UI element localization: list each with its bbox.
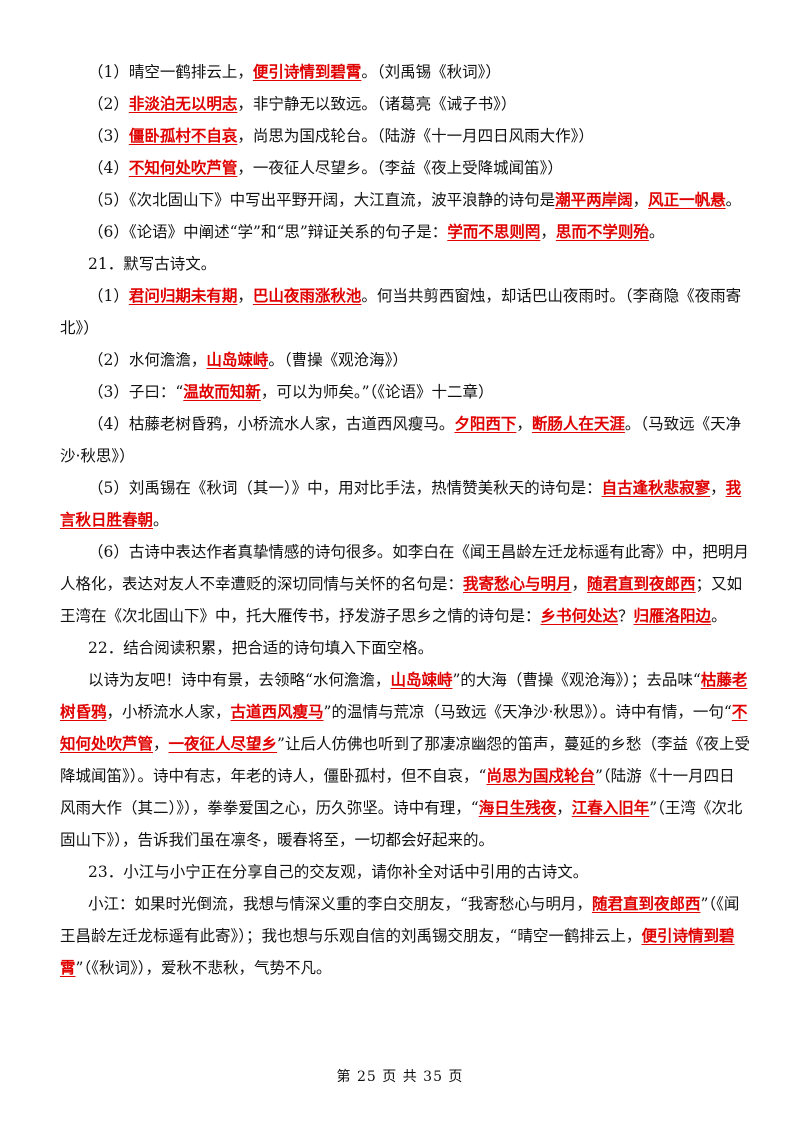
answer-text: 潮平两岸阔: [555, 191, 633, 209]
body-text: ，: [237, 287, 253, 305]
body-text: 22．结合阅读积累，把合适的诗句填入下面空格。: [88, 639, 434, 657]
body-text: ”（陆游《十一月四日风雨大作（其二）》），拳拳爱国之心，历久弥坚。诗中有理，“: [60, 767, 735, 817]
body-text: ”让后人仿佛也听到了那凄凉幽怨的笛声，蔓延的乡愁（李益《夜上受降城闻笛》）。诗中…: [60, 735, 750, 785]
item-21-5: （5）刘禹锡在《秋词（其一）》中，用对比手法，热情赞美秋天的诗句是：自古逢秋悲寂…: [60, 472, 750, 536]
answer-text: 尚思为国戍轮台: [486, 767, 595, 785]
body-text: ，: [556, 799, 572, 817]
answer-text: 江春入旧年: [571, 799, 650, 817]
body-text: ，尚思为国戍轮台。（陆游《十一月四日风雨大作》）: [237, 127, 594, 145]
item-20-5: （5）《次北固山下》中写出平野开阔，大江直流，波平浪静的诗句是潮平两岸阔，风正一…: [60, 184, 750, 216]
body-text: ”（王湾《次北固山下》），告诉我们虽在凛冬，暖春将至，一切都会好起来的。: [60, 799, 743, 849]
answer-text: 温故而知新: [183, 383, 261, 401]
body-text: ；又如王湾在《次北固山下》中，托大雁传书，抒发游子思乡之情的诗句是：: [60, 575, 743, 625]
body-text: （6）古诗中表达作者真挚情感的诗句很多。如李白在《闻王昌龄左迁龙标遥有此寄》中，…: [60, 543, 749, 593]
body-text: 以诗为友吧！诗中有景，去领略“水何澹澹，: [88, 671, 391, 689]
body-text: （6）《论语》中阐述“学”和“思”辩证关系的句子是：: [88, 223, 448, 241]
body-text: ”的温情与荒凉（马致远《天净沙·秋思》）。诗中有情，一句“: [323, 703, 732, 721]
body-text: ，可以为师矣。”（《论语》十二章）: [260, 383, 494, 401]
item-21-4: （4）枯藤老树昏鸦，小桥流水人家，古道西风瘦马。夕阳西下，断肠人在天涯。（马致远…: [60, 408, 750, 472]
question-21-heading: 21．默写古诗文。: [60, 248, 750, 280]
body-text: ”的大海（曹操《观沧海》）；去品味“: [452, 671, 701, 689]
answer-text: 山岛竦峙: [206, 351, 269, 369]
body-text: ”（《秋词》），爱秋不悲秋，气势不凡。: [75, 959, 332, 977]
body-text: （4）: [88, 159, 129, 177]
item-20-1: （1）晴空一鹤排云上，便引诗情到碧霄。（刘禹锡《秋词》）: [60, 56, 750, 88]
answer-text: 我寄愁心与明月: [463, 575, 572, 593]
answer-text: 学而不思则罔: [447, 223, 541, 241]
body-text: （2）: [88, 95, 129, 113]
body-text: ”（《闻王昌龄左迁龙标遥有此寄》）；我也想与乐观自信的刘禹锡交朋友，“晴空一鹤排…: [60, 895, 740, 945]
answer-text: 风正一帆悬: [648, 191, 726, 209]
question-22-heading: 22．结合阅读积累，把合适的诗句填入下面空格。: [60, 632, 750, 664]
body-text: ，: [632, 191, 649, 209]
item-20-3: （3）僵卧孤村不自哀，尚思为国戍轮台。（陆游《十一月四日风雨大作》）: [60, 120, 750, 152]
item-21-6: （6）古诗中表达作者真挚情感的诗句很多。如李白在《闻王昌龄左迁龙标遥有此寄》中，…: [60, 536, 750, 632]
body-text: ，非宁静无以致远。（诸葛亮《诫子书》）: [237, 95, 517, 113]
item-20-6: （6）《论语》中阐述“学”和“思”辩证关系的句子是：学而不思则罔，思而不学则殆。: [60, 216, 750, 248]
answer-text: 不知何处吹芦管: [128, 159, 238, 177]
item-21-3: （3）子曰：“温故而知新，可以为师矣。”（《论语》十二章）: [60, 376, 750, 408]
item-21-1: （1）君问归期未有期，巴山夜雨涨秋池。何当共剪西窗烛，却话巴山夜雨时。（李商隐《…: [60, 280, 750, 344]
body-text: （5）刘禹锡在《秋词（其一）》中，用对比手法，热情赞美秋天的诗句是：: [88, 479, 602, 497]
answer-text: 随君直到夜郎西: [591, 895, 701, 913]
item-20-4: （4）不知何处吹芦管，一夜征人尽望乡。（李益《夜上受降城闻笛》）: [60, 152, 750, 184]
body-text: 。: [725, 191, 742, 209]
body-text: 。: [153, 511, 169, 529]
answer-text: 巴山夜雨涨秋池: [252, 287, 362, 305]
item-21-2: （2）水何澹澹，山岛竦峙。（曹操《观沧海》）: [60, 344, 750, 376]
body-text: ，小桥流水人家，: [106, 703, 231, 721]
answer-text: 一夜征人尽望乡: [168, 735, 278, 753]
body-text: 21．默写古诗文。: [88, 255, 217, 273]
body-text: （2）水何澹澹，: [88, 351, 207, 369]
page-footer: 第 25 页 共 35 页: [336, 1069, 464, 1085]
answer-text: 君问归期未有期: [128, 287, 238, 305]
answer-text: 便引诗情到碧霄: [60, 927, 735, 977]
answer-text: 夕阳西下: [454, 415, 517, 433]
answer-text: 山岛竦峙: [390, 671, 453, 689]
answer-text: 便引诗情到碧霄: [252, 63, 362, 81]
body-text: 。（刘禹锡《秋词》）: [361, 63, 501, 81]
body-text: （4）枯藤老树昏鸦，小桥流水人家，古道西风瘦马。: [88, 415, 455, 433]
body-text: （5）《次北固山下》中写出平野开阔，大江直流，波平浪静的诗句是: [88, 191, 556, 209]
answer-text: 我言秋日胜春朝: [60, 479, 742, 529]
body-text: 23．小江与小宁正在分享自己的交友观，请你补全对话中引用的古诗文。: [88, 863, 589, 881]
question-22-passage: 以诗为友吧！诗中有景，去领略“水何澹澹，山岛竦峙”的大海（曹操《观沧海》）；去品…: [60, 664, 750, 856]
answer-text: 不知何处吹芦管: [60, 703, 748, 753]
answer-text: 自古逢秋悲寂寥: [601, 479, 711, 497]
body-text: （3）子曰：“: [88, 383, 184, 401]
item-20-2: （2）非淡泊无以明志，非宁静无以致远。（诸葛亮《诫子书》）: [60, 88, 750, 120]
document-body: （1）晴空一鹤排云上，便引诗情到碧霄。（刘禹锡《秋词》） （2）非淡泊无以明志，…: [60, 56, 750, 984]
question-23-dialogue: 小江：如果时光倒流，我想与情深义重的李白交朋友，“我寄愁心与明月，随君直到夜郎西…: [60, 888, 750, 984]
body-text: （1）: [88, 287, 129, 305]
body-text: 。（马致远《天净沙·秋思》）: [60, 415, 742, 465]
answer-text: 海日生残夜: [478, 799, 557, 817]
body-text: 。何当共剪西窗烛，却话巴山夜雨时。（李商隐《夜雨寄北》）: [60, 287, 742, 337]
body-text: ，一夜征人尽望乡。（李益《夜上受降城闻笛》）: [237, 159, 563, 177]
body-text: ，: [153, 735, 169, 753]
answer-text: 乡书何处达: [540, 607, 619, 625]
answer-text: 古道西风瘦马: [230, 703, 324, 721]
body-text: ，: [710, 479, 726, 497]
body-text: 。: [648, 223, 665, 241]
answer-text: 枯藤老树昏鸦: [60, 671, 748, 721]
answer-text: 僵卧孤村不自哀: [128, 127, 238, 145]
question-23-heading: 23．小江与小宁正在分享自己的交友观，请你补全对话中引用的古诗文。: [60, 856, 750, 888]
body-text: ，: [516, 415, 532, 433]
answer-text: 非淡泊无以明志: [128, 95, 238, 113]
answer-text: 随君直到夜郎西: [587, 575, 696, 593]
answer-text: 断肠人在天涯: [531, 415, 625, 433]
body-text: （1）晴空一鹤排云上，: [88, 63, 253, 81]
body-text: ？: [618, 607, 634, 625]
body-text: ，: [540, 223, 556, 241]
answer-text: 思而不学则殆: [555, 223, 649, 241]
body-text: 小江：如果时光倒流，我想与情深义重的李白交朋友，“我寄愁心与明月，: [88, 895, 592, 913]
answer-text: 归雁洛阳边: [633, 607, 712, 625]
body-text: 。: [711, 607, 727, 625]
body-text: ，: [571, 575, 588, 593]
body-text: 。（曹操《观沧海》）: [268, 351, 408, 369]
body-text: （3）: [88, 127, 129, 145]
